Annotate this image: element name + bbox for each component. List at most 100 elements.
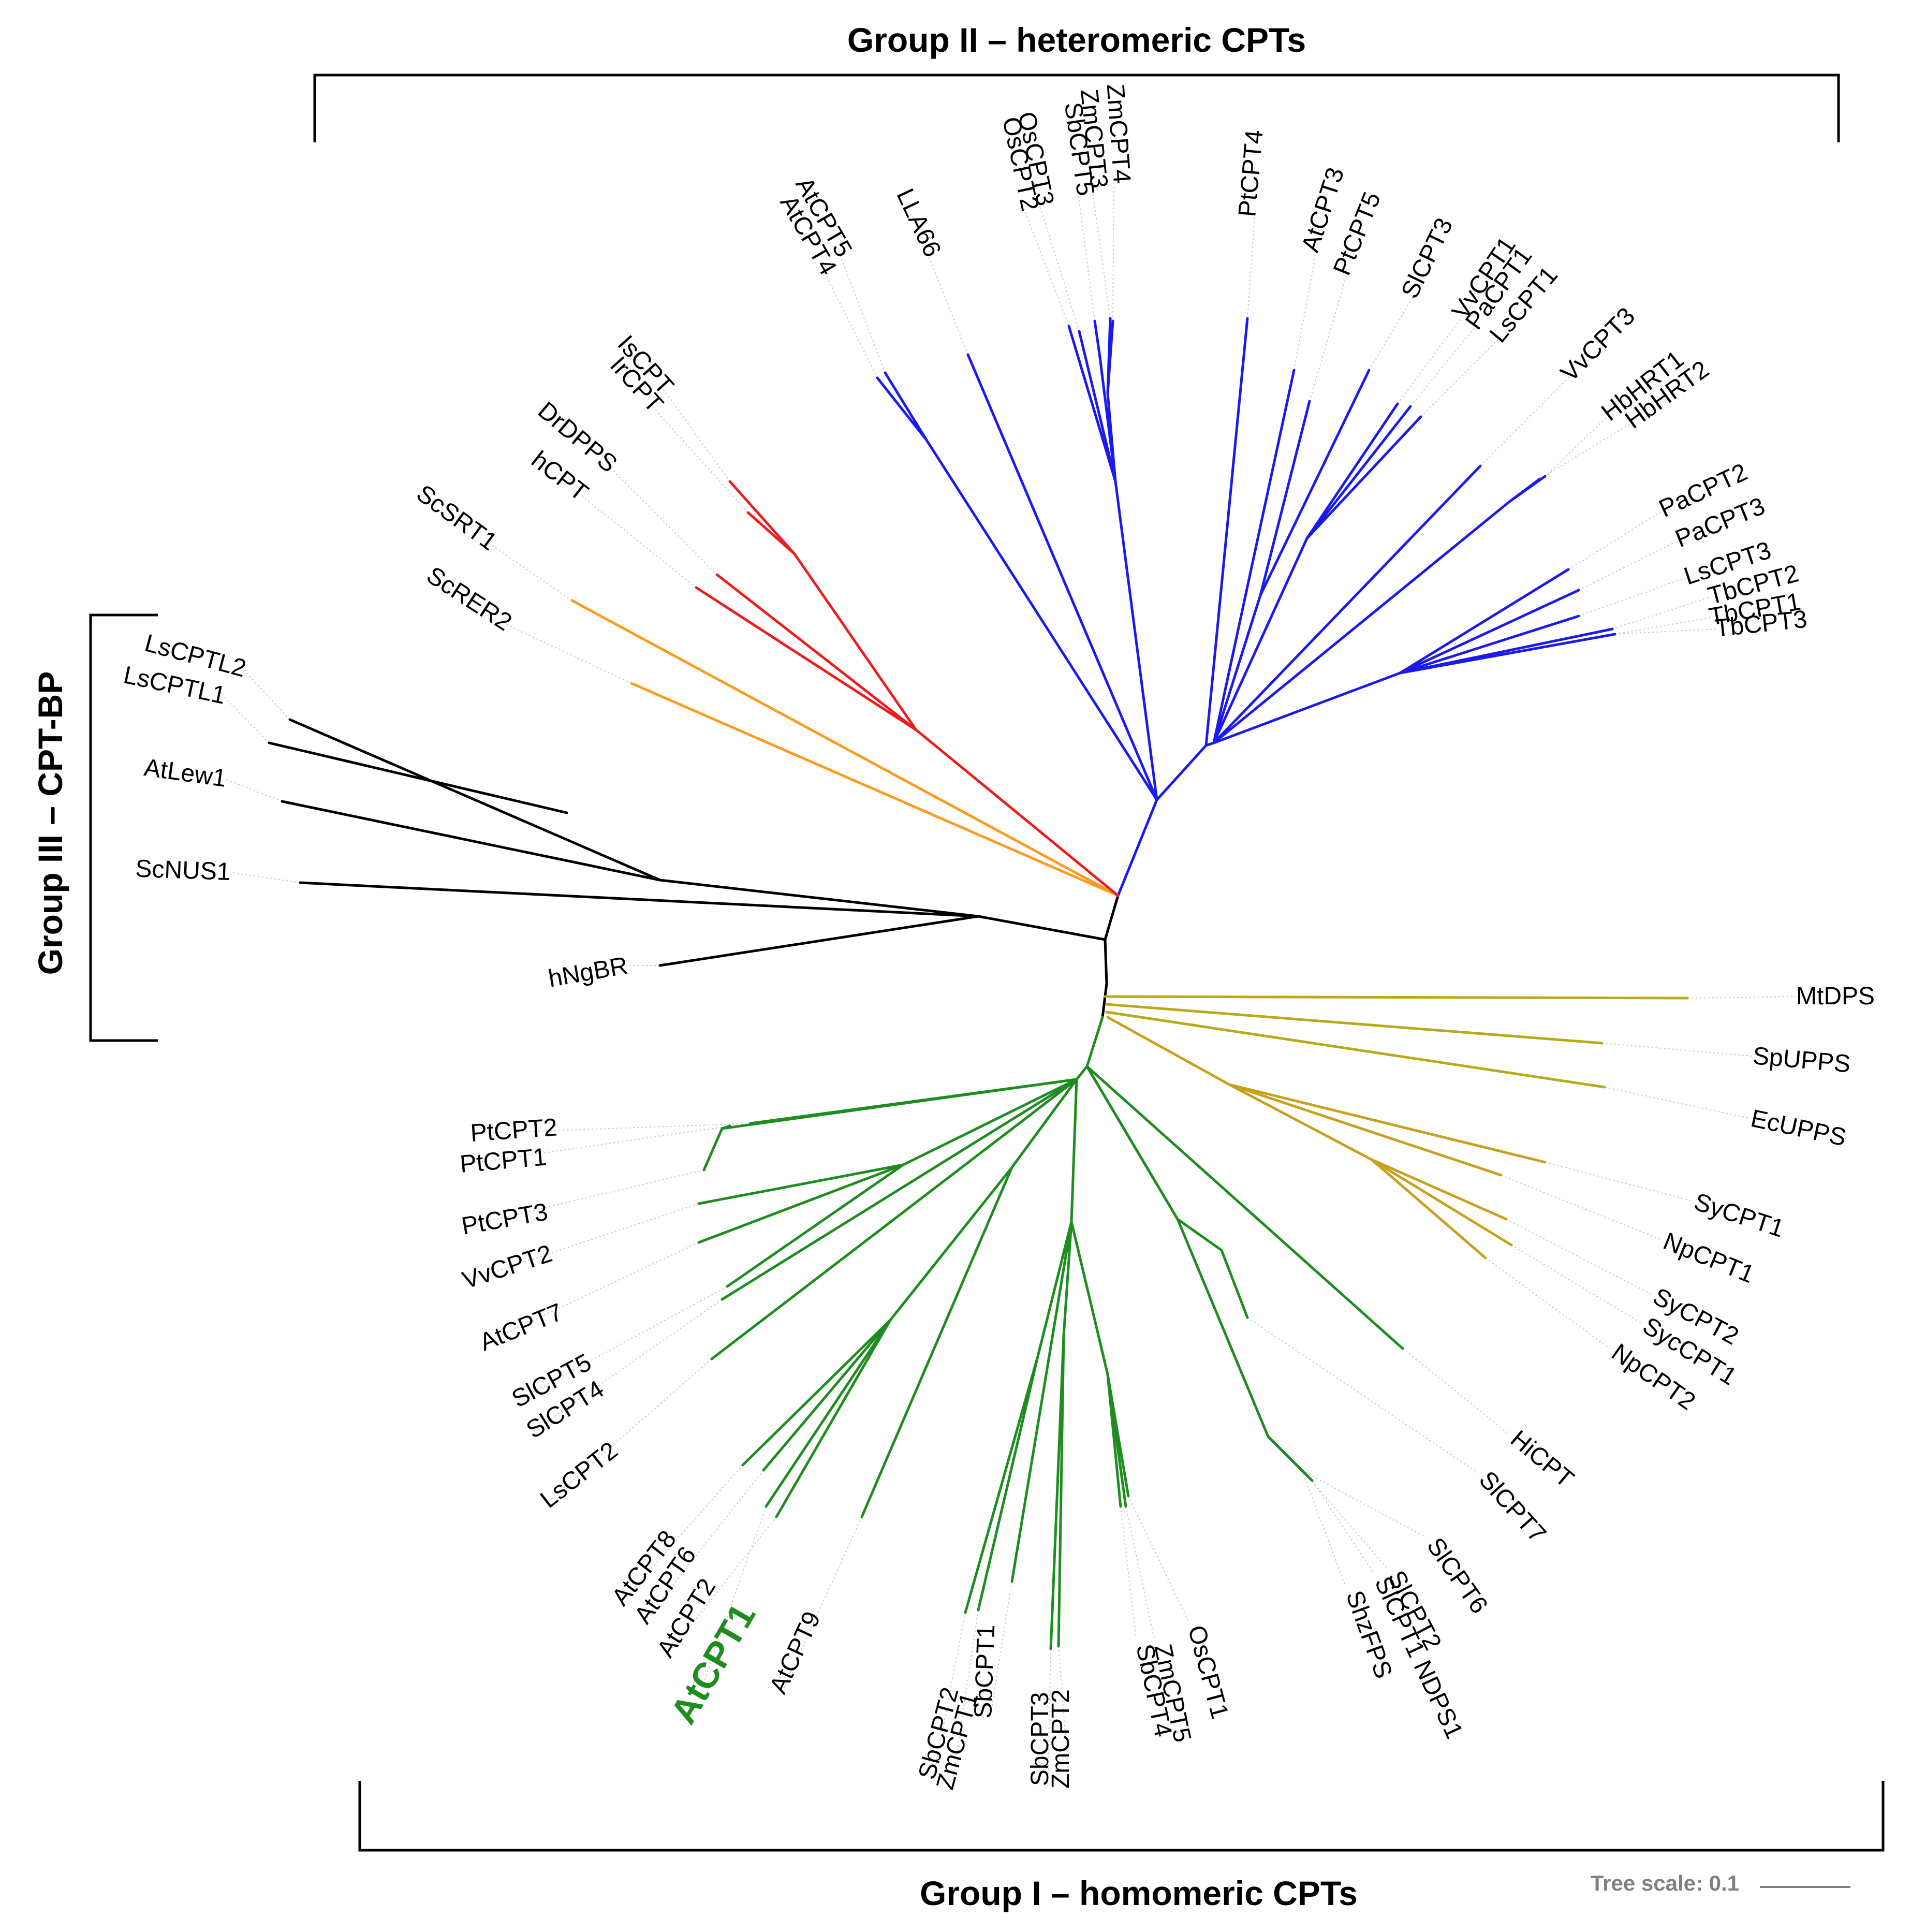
leader-line: [1306, 1475, 1388, 1569]
red-branch: [695, 586, 918, 731]
group2-branch: [1305, 415, 1422, 540]
group2-branch: [1399, 589, 1580, 675]
cyano-branch: [1228, 1083, 1503, 1177]
leaf-label-ptcpt1: PtCPT1: [459, 1144, 548, 1178]
leader-line: [243, 669, 290, 720]
group2-branch: [1507, 477, 1541, 504]
group2-branch: [1212, 402, 1399, 744]
group1-branch: [710, 1078, 1078, 1360]
leaf-label-ptcpt4: PtCPT4: [1233, 129, 1268, 218]
leader-line: [838, 251, 886, 373]
group2-branch: [884, 371, 1158, 801]
leaf-label-vvcpt2: VvCPT2: [459, 1240, 555, 1295]
leader-line: [1293, 245, 1318, 371]
leader-line: [1506, 1219, 1652, 1295]
leader-line: [952, 1609, 979, 1784]
leader-line: [1397, 313, 1465, 404]
leader-line: [1301, 1470, 1346, 1587]
group1-branch: [762, 1319, 892, 1472]
leaf-label-zmcpt2: ZmCPT2: [1047, 1689, 1075, 1789]
leader-line: [1369, 292, 1416, 371]
red-branch: [746, 511, 796, 555]
orange-branch: [630, 682, 1120, 897]
leader-line: [1612, 596, 1711, 630]
leaf-label-slcpt6: SlCPT6: [1421, 1533, 1493, 1619]
bacterial-branch: [1104, 995, 1689, 1000]
leader-line: [1037, 199, 1080, 332]
group1-branch: [1106, 1373, 1127, 1508]
leader-line: [1420, 336, 1502, 417]
group2-title: Group II – heteromeric CPTs: [847, 21, 1306, 59]
backbone-branch-blue: [1116, 744, 1208, 897]
group2-branch: [1204, 317, 1249, 747]
red-branch: [715, 573, 918, 731]
leader-line: [1604, 1087, 1750, 1119]
leader-line: [1058, 1646, 1069, 1781]
group2-branch: [1078, 330, 1117, 483]
group1-branch: [1070, 1065, 1130, 1498]
leaf-label-atcpt9: AtCPT9: [765, 1607, 826, 1698]
leaf-label-scsrt1: ScSRT1: [411, 479, 502, 555]
leader-line: [1410, 323, 1478, 407]
group3-branch: [288, 718, 1107, 941]
backbone-branch: [1101, 894, 1120, 1019]
leader-lines: [223, 175, 1797, 1784]
leader-line: [822, 269, 878, 378]
leader-line: [1539, 421, 1634, 479]
group2-branch: [876, 376, 928, 442]
group2-branch: [1399, 614, 1580, 675]
group2-bracket: [313, 74, 1840, 142]
leader-line: [517, 1286, 728, 1401]
leader-line: [1402, 1348, 1509, 1435]
group1-title: Group I – homomeric CPTs: [920, 1874, 1358, 1912]
group1-branch: [1049, 1334, 1065, 1650]
leader-line: [1687, 996, 1797, 999]
leader-line: [1091, 181, 1111, 319]
leader-line: [1578, 577, 1688, 617]
leaf-label-oscpt1: OsCPT1: [1182, 1622, 1233, 1721]
group3-branch: [299, 881, 980, 918]
leader-line: [1614, 617, 1711, 635]
leaf-label-slcpt3: SlCPT3: [1396, 214, 1458, 303]
group1-branch: [726, 1163, 905, 1288]
leader-line: [1048, 1648, 1051, 1779]
leaf-label-ptcpt2: PtCPT2: [469, 1114, 558, 1147]
group1-branch: [1085, 1065, 1249, 1319]
group1-branch: [1085, 1065, 1303, 1472]
bacterial-branch: [1105, 1011, 1606, 1089]
leader-line: [926, 251, 968, 355]
leader-line: [1247, 209, 1256, 319]
leader-line: [1301, 1470, 1427, 1538]
leader-line: [533, 1299, 723, 1432]
leader-line: [504, 623, 632, 684]
leader-line: [1120, 1506, 1137, 1639]
leader-line: [1511, 1245, 1641, 1323]
group1-bracket: [358, 1781, 1885, 1852]
leader-line: [1614, 628, 1716, 635]
leader-line: [230, 872, 301, 883]
leader-line: [223, 696, 270, 743]
leaf-label-sbcpt1: SbCPT1: [969, 1624, 1000, 1719]
group2-branch: [1212, 568, 1570, 744]
group3-branch: [658, 915, 980, 967]
group1-branch: [775, 1319, 892, 1518]
leaf-label-atcpt7: AtCPT7: [476, 1298, 567, 1356]
leader-line: [548, 1358, 712, 1502]
cyano-branch: [1370, 1158, 1487, 1260]
leaf-label-sycpt1: SyCPT1: [1691, 1188, 1787, 1243]
group1-branch: [721, 1078, 1078, 1301]
orange-branch: [570, 599, 1120, 897]
leader-line: [652, 406, 748, 513]
group1-branch: [964, 1355, 1039, 1614]
group2-branch: [1305, 405, 1412, 540]
leader-line: [1125, 1506, 1155, 1639]
leaf-label-sbcpt3: SbCPT3: [1026, 1692, 1054, 1786]
group3-branch: [268, 741, 568, 814]
leaf-labels: LsCPTL2LsCPTL1AtLew1ScNUS1hNgBRScRER2ScS…: [121, 83, 1875, 1793]
leader-line: [1312, 1480, 1375, 1574]
leader-line: [1568, 509, 1665, 570]
leader-line: [489, 543, 572, 601]
group1-branch: [977, 1220, 1073, 1612]
group1-branch: [1267, 1435, 1314, 1482]
